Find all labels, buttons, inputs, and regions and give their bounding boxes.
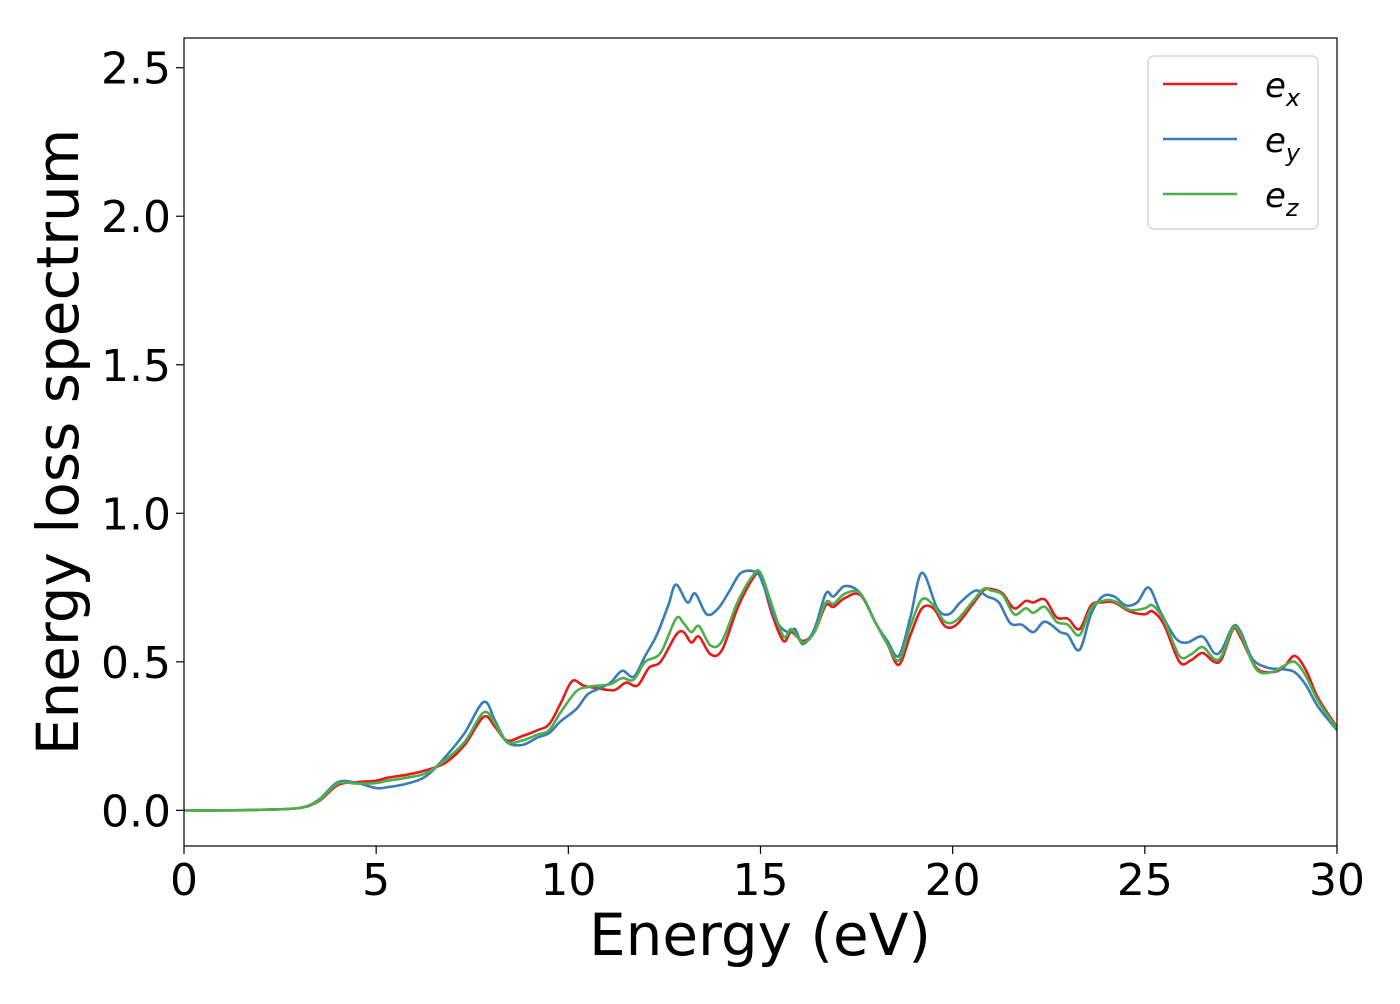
x-tick-label: 25 (1117, 855, 1173, 906)
x-tick-label: 5 (362, 855, 390, 906)
y-axis: 0.0 0.5 1.0 1.5 2.0 2.5 (101, 44, 184, 837)
y-tick-label: 2.5 (101, 44, 171, 95)
legend-label-base: e (1265, 176, 1286, 216)
y-tick-label: 0.5 (101, 638, 171, 689)
y-axis-label: Energy loss spectrum (24, 129, 92, 755)
x-tick-label: 20 (925, 855, 981, 906)
x-axis-label: Energy (eV) (589, 901, 931, 969)
legend-label-subscript: x (1285, 84, 1301, 112)
plot-area (184, 38, 1337, 846)
legend-label-z: ez (1265, 176, 1300, 222)
y-tick-label: 0.0 (101, 786, 171, 837)
y-tick-label: 2.0 (101, 192, 171, 243)
x-tick-label: 10 (540, 855, 596, 906)
series-layer (184, 568, 1337, 812)
x-tick-label: 15 (733, 855, 789, 906)
legend-box (1147, 55, 1319, 230)
series-line-y (184, 569, 1337, 812)
legend-label-subscript: z (1285, 194, 1300, 222)
x-axis: 0 5 10 15 20 25 30 (170, 846, 1365, 906)
series-line-z (184, 568, 1337, 812)
legend-label-y: ey (1265, 121, 1301, 167)
legend-label-base: e (1265, 66, 1286, 106)
x-tick-label: 30 (1309, 855, 1365, 906)
legend-label-base: e (1265, 121, 1286, 161)
legend-label-subscript: y (1285, 139, 1301, 167)
x-tick-label: 0 (170, 855, 198, 906)
y-tick-label: 1.5 (101, 341, 171, 392)
y-tick-label: 1.0 (101, 489, 171, 540)
series-line-x (184, 571, 1337, 812)
legend-label-x: ex (1265, 66, 1301, 112)
